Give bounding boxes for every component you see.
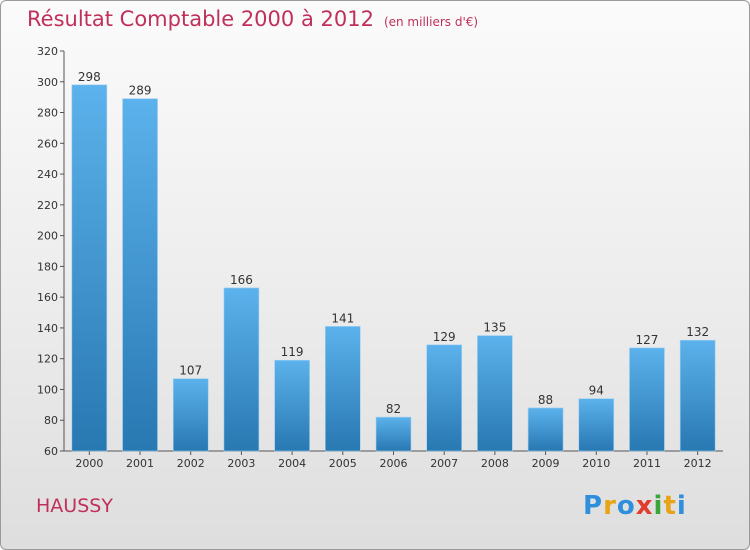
x-tick-label: 2009 [532,457,560,470]
data-label: 94 [589,384,604,398]
x-tick-label: 2008 [481,457,509,470]
y-axis: 60 80 100 120 140 160 180 200 220 240 260 280 300 320 [37,45,65,458]
bar-2009[interactable] [527,407,564,452]
y-tick-label: 260 [37,137,58,150]
y-tick-label: 140 [37,322,58,335]
logo-letter: x [635,491,654,521]
data-label: 88 [538,393,553,407]
x-tick-label: 2002 [177,457,205,470]
x-tick-label: 2010 [582,457,610,470]
data-label: 289 [129,84,152,98]
y-tick-label: 320 [37,45,58,58]
data-label: 298 [78,70,101,84]
data-label: 107 [179,364,202,378]
data-label: 82 [386,402,401,416]
chart-title: Résultat Comptable 2000 à 2012 (en millie… [27,7,478,31]
x-tick-label: 2001 [126,457,154,470]
y-tick-label: 180 [37,260,58,273]
title-text: Résultat Comptable 2000 à 2012 [27,7,374,31]
logo-letter: r [603,491,617,521]
data-label: 141 [331,311,354,325]
logo-letter: P [583,491,604,521]
y-tick-label: 100 [37,383,58,396]
x-tick-label: 2003 [227,457,255,470]
proxiti-logo[interactable]: Proxiti [583,491,687,521]
logo-letter: i [653,491,664,521]
bar-2000[interactable] [71,84,108,452]
data-label: 129 [433,330,456,344]
x-tick-label: 2006 [380,457,408,470]
bar-2004[interactable] [274,359,310,452]
bar-2007[interactable] [426,344,462,452]
y-tick-label: 200 [37,230,58,243]
bar-2005[interactable] [325,326,361,452]
data-labels: 298 289 107 166 119 141 82 129 135 88 94 127 132 [78,70,709,416]
y-tick-label: 280 [37,107,58,120]
logo-letter: o [616,491,636,521]
bar-2008[interactable] [477,335,513,452]
x-tick-label: 2000 [75,457,103,470]
logo-letter: i [676,491,687,521]
city-name: HAUSSY [36,495,113,517]
unit-subtitle: (en milliers d'€) [383,15,479,29]
y-tick-label: 60 [44,445,58,458]
x-tick-label: 2005 [329,457,357,470]
bar-2012[interactable] [679,339,716,452]
data-label: 127 [636,333,659,347]
y-tick-label: 240 [37,168,58,181]
bar-2003[interactable] [223,287,260,452]
data-label: 166 [230,273,253,287]
data-label: 119 [281,345,304,359]
x-tick-label: 2007 [430,457,458,470]
bar-2001[interactable] [122,98,158,452]
bar-2011[interactable] [629,347,665,452]
data-label: 132 [686,325,709,339]
bar-2010[interactable] [578,398,615,452]
data-label: 135 [483,321,506,335]
y-tick-label: 120 [37,353,58,366]
x-tick-label: 2011 [633,457,661,470]
y-tick-label: 300 [37,76,58,89]
x-axis: 2000 2001 2002 2003 2004 2005 2006 2007 2008 2009… [64,450,723,470]
bar-2002[interactable] [172,378,209,452]
bar-2006[interactable] [375,416,412,452]
x-tick-label: 2004 [278,457,306,470]
y-tick-label: 160 [37,291,58,304]
x-tick-label: 2012 [684,457,712,470]
y-tick-label: 220 [37,199,58,212]
y-tick-label: 80 [44,414,58,427]
bars [71,84,716,452]
logo-letter: t [663,491,677,521]
